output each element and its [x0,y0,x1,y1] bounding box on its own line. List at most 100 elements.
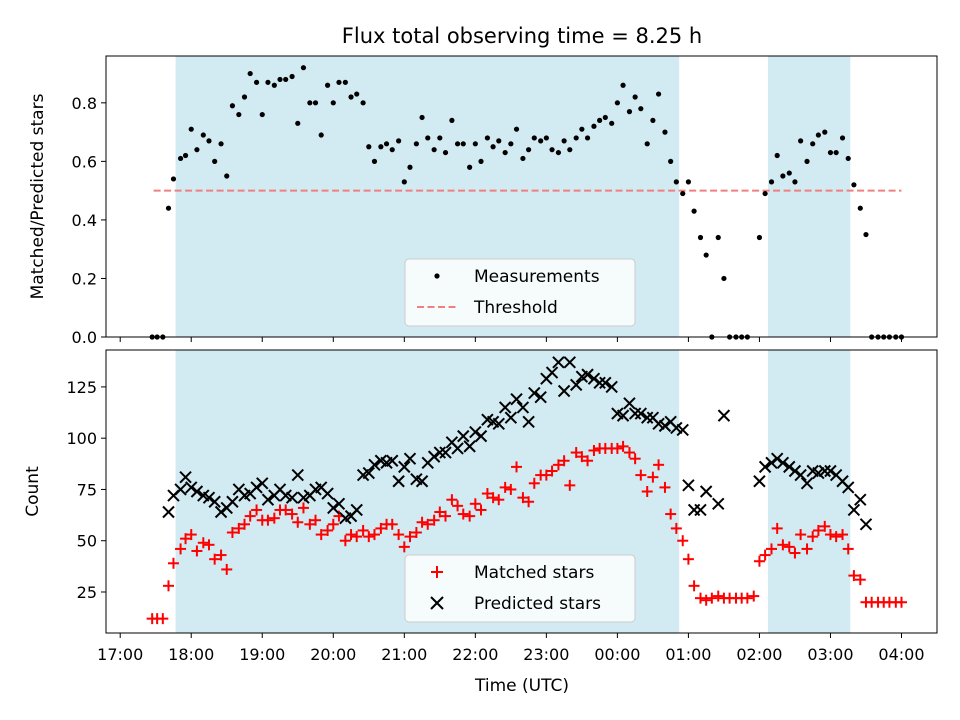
y-tick-label: 25 [77,583,97,602]
matched-point [777,539,789,551]
predicted-point [226,495,239,508]
predicted-point [392,475,405,488]
predicted-point [291,468,304,482]
measurement-point [496,138,502,144]
predicted-point [190,485,204,498]
y-tick-label: 0.0 [72,328,97,347]
matched-point [404,531,416,543]
matched-point [310,514,322,526]
predicted-point [824,464,837,478]
predicted-point [327,501,340,515]
shaded-interval [767,350,851,633]
matched-point [262,514,274,526]
bottom-x-axis-label: Time (UTC) [474,676,569,696]
predicted-point [174,483,187,496]
measurement-point [786,170,792,176]
predicted-point [534,390,547,404]
measurement-point [348,94,354,100]
matched-point [434,506,446,518]
matched-point [315,529,327,541]
predicted-point [776,456,790,469]
bottom-y-axis-label: Count [23,466,43,517]
bottom-axes-frame [105,349,938,634]
matched-point [528,477,540,489]
measurement-point [472,141,478,147]
matched-point [221,563,233,575]
measurement-point [177,155,184,162]
measurement-point [330,100,336,106]
predicted-point [463,440,476,453]
matched-point [552,459,564,471]
bottom-x-ticks: 17:00 18:00 19:00 20:00 21:00 22:00 23:00 00:00… [97,633,925,664]
matched-point [647,471,659,483]
matched-point [157,613,169,625]
matched-point [191,545,203,557]
predicted-point [332,497,346,511]
measurement-point [354,91,360,97]
matched-point [759,549,771,561]
matched-point [653,459,665,471]
predicted-point [185,481,198,494]
measurement-point [200,132,206,138]
matched-point [345,529,357,541]
measurement-point [437,135,443,141]
matched-point [617,440,629,452]
measurement-point [655,91,662,97]
y-tick-label: 125 [66,378,97,397]
matched-point [416,516,428,528]
measurement-point [366,144,372,150]
measurement-point [549,147,555,153]
predicted-point [350,503,363,517]
matched-point [588,444,600,456]
matched-point [682,553,694,565]
measurement-point [845,155,851,162]
measurement-point [508,141,514,147]
matched-point [523,496,535,508]
predicted-point [628,407,642,420]
matched-point [801,543,813,555]
measurement-point [620,82,626,88]
matched-point [848,570,860,582]
measurement-point [792,179,798,185]
matched-point [807,531,819,543]
measurement-point [442,149,449,156]
matched-point [558,455,570,467]
measurement-point [454,141,461,147]
measurement-point [360,100,366,106]
x-tick-label: 02:00 [736,645,782,664]
predicted-point [528,386,541,400]
measurement-point [295,120,301,126]
legend-marker-matched [431,566,443,578]
matched-point [766,543,778,555]
predicted-point [641,411,654,424]
matched-point [180,533,192,545]
measurement-point [591,123,597,129]
measurement-point [212,158,218,164]
measurement-point [626,109,633,115]
legend-label-predicted: Predicted stars [474,594,601,614]
measurement-point [407,164,413,170]
predicted-point [758,460,772,474]
matched-point [582,455,594,467]
measurement-point [241,94,248,100]
x-tick-label: 17:00 [97,645,143,664]
matched-point [771,522,783,534]
predicted-point [208,495,221,508]
matched-point [410,527,422,539]
matched-point [665,508,677,520]
matched-point [670,522,682,534]
matched-point [641,486,653,497]
predicted-point [842,481,855,494]
predicted-point [522,415,535,428]
predicted-point [794,468,807,482]
shaded-interval [767,56,851,337]
matched-point [203,539,215,551]
measurement-point [857,205,863,211]
top-y-ticks: 0.0 0.2 0.4 0.6 0.8 [72,94,106,347]
predicted-point [492,417,505,431]
predicted-point [256,477,269,490]
matched-point [175,543,187,555]
measurement-point [673,179,679,185]
predicted-point [427,450,441,463]
